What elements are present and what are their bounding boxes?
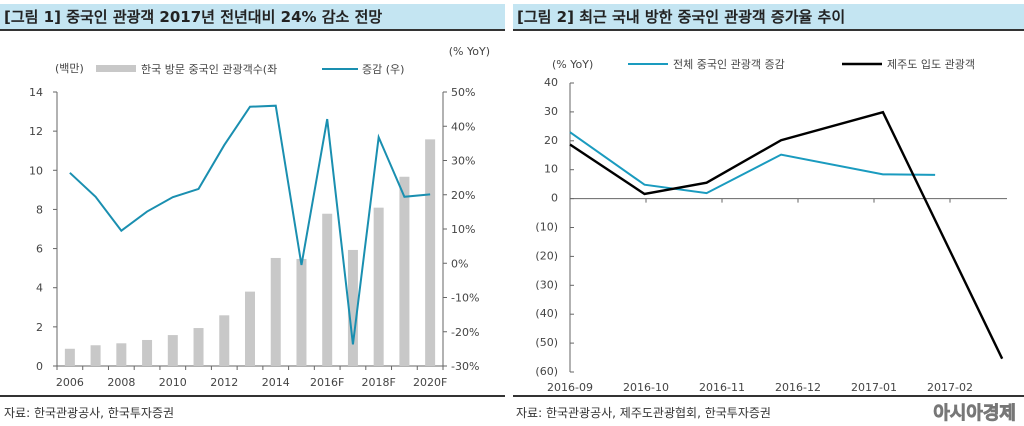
right-tick-label: 20% <box>451 189 475 202</box>
x-tick-label: 2012 <box>210 376 238 389</box>
left-tick-label: 8 <box>36 203 43 216</box>
left-tick-label: 0 <box>36 360 43 373</box>
left-unit-label: (백만) <box>55 62 84 75</box>
bar-2010 <box>167 335 178 366</box>
right-tick-label: -20% <box>451 326 479 339</box>
bar-2012 <box>219 315 230 366</box>
bar-2008 <box>116 343 127 366</box>
right-tick-label: 30% <box>451 155 475 168</box>
legend-bar-label: 한국 방문 중국인 관광객수(좌 <box>141 63 277 76</box>
x-tick-label: 2016-10 <box>623 381 669 394</box>
x-tick-label: 2014 <box>262 376 290 389</box>
right-unit-label: (% YoY) <box>449 45 490 58</box>
watermark-logo: 아시아경제 <box>933 403 1016 424</box>
series-line-2 <box>569 110 1004 360</box>
figure1-title: [그림 1] 중국인 관광객 2017년 전년대비 24% 감소 전망 <box>0 4 505 31</box>
right-tick-label: 50% <box>451 86 475 99</box>
left-tick-label: 12 <box>29 125 43 138</box>
left-tick-label: 10 <box>29 164 43 177</box>
y-tick-label: 10 <box>544 163 558 176</box>
y-tick-label: 0 <box>551 192 558 205</box>
figure2-source: 자료: 한국관광공사, 제주도관광협회, 한국투자증권 <box>516 406 771 420</box>
bar-2019F <box>399 176 410 366</box>
x-tick-label: 2017-01 <box>851 381 897 394</box>
y-tick-label: (60) <box>535 365 558 378</box>
x-tick-label: 2018F <box>362 376 396 389</box>
x-tick-label: 2017-02 <box>927 381 973 394</box>
legend-bar-swatch <box>96 65 136 72</box>
x-tick-label: 2010 <box>159 376 187 389</box>
left-tick-label: 6 <box>36 243 43 256</box>
bar-2016F <box>322 213 333 366</box>
y-tick-label: (50) <box>535 336 558 349</box>
figure2-title: [그림 2] 최근 국내 방한 중국인 관광객 증가율 추이 <box>513 4 1024 31</box>
bar-2006 <box>64 348 75 366</box>
x-tick-label: 2008 <box>107 376 135 389</box>
right-tick-label: -10% <box>451 292 479 305</box>
bar-2009 <box>142 339 153 366</box>
left-tick-label: 2 <box>36 321 43 334</box>
bar-2015 <box>296 258 307 366</box>
legend-label-1: 전체 중국인 관광객 증감 <box>673 58 785 71</box>
y-tick-label: 30 <box>544 105 558 118</box>
bar-2013 <box>245 291 255 366</box>
series-line-1 <box>569 131 936 195</box>
legend-label-2: 제주도 입도 관광객 <box>887 58 975 71</box>
legend-line-label: 증감 (우) <box>362 63 404 76</box>
y-tick-label: (10) <box>535 221 558 234</box>
y-tick-label: (40) <box>535 307 558 320</box>
y-tick-label: (30) <box>535 278 558 291</box>
bar-2018F <box>373 207 384 366</box>
bar-2017F <box>347 249 358 366</box>
figure1-bottom-rule <box>0 395 505 397</box>
y-tick-label: 20 <box>544 134 558 147</box>
x-tick-label: 2020F <box>413 376 447 389</box>
y-unit-label: (% YoY) <box>552 58 593 71</box>
bar-2007 <box>90 345 101 366</box>
x-tick-label: 2006 <box>56 376 84 389</box>
left-tick-label: 4 <box>36 282 43 295</box>
right-tick-label: 40% <box>451 120 475 133</box>
figure2-bottom-rule <box>513 395 1024 397</box>
y-tick-label: 40 <box>544 76 558 89</box>
x-tick-label: 2016-09 <box>547 381 593 394</box>
y-tick-label: (20) <box>535 249 558 262</box>
left-tick-label: 14 <box>29 86 43 99</box>
bar-2014 <box>270 257 281 366</box>
x-tick-label: 2016-12 <box>775 381 821 394</box>
figure1-source: 자료: 한국관광공사, 한국투자증권 <box>4 406 175 420</box>
right-tick-label: 10% <box>451 223 475 236</box>
bar-2011 <box>193 328 204 366</box>
right-tick-label: -30% <box>451 360 479 373</box>
x-tick-label: 2016-11 <box>699 381 745 394</box>
x-tick-label: 2016F <box>310 376 344 389</box>
bar-2020F <box>425 139 436 366</box>
right-tick-label: 0% <box>451 257 468 270</box>
